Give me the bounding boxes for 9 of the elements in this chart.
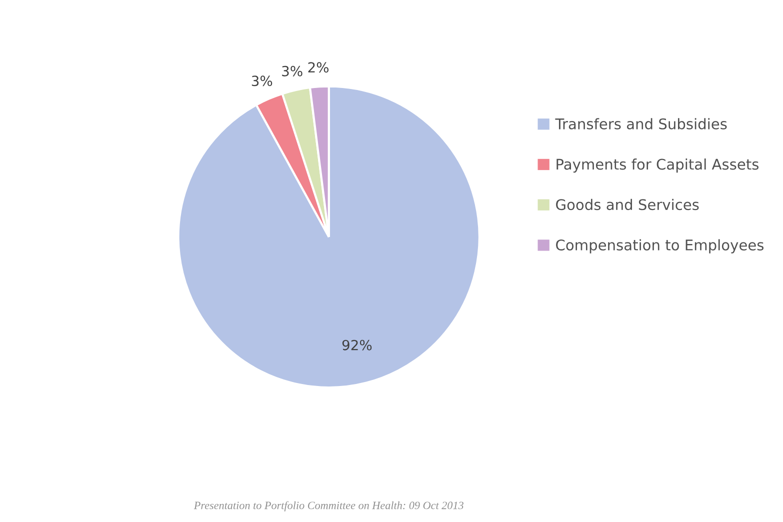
legend-label: Compensation to Employees [556, 239, 764, 254]
data-label: 3% [282, 66, 302, 76]
data-label: 2% [308, 62, 329, 73]
legend-label: Goods and Services [556, 198, 699, 210]
legend-label: Transfers and Subsidies [555, 118, 727, 130]
legend-label: Payments for Capital Assets [556, 158, 759, 173]
data-label: 3% [252, 76, 272, 86]
text: Presentation to Portfolio Committee on Health: 09 Oct 2013 [194, 501, 464, 512]
data-label: 92% [342, 340, 372, 350]
